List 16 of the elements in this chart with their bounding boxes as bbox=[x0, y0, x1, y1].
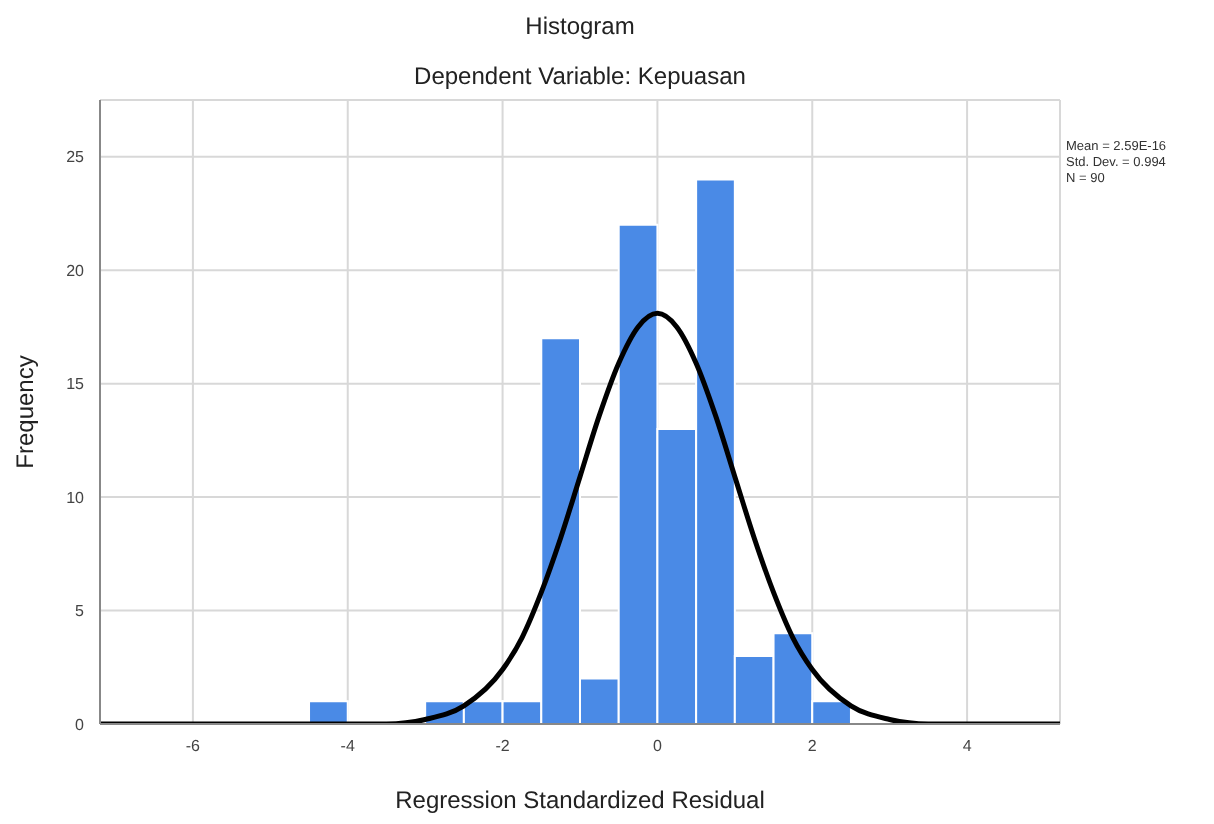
x-axis-title: Regression Standardized Residual bbox=[395, 786, 765, 814]
y-tick-label: 5 bbox=[75, 602, 86, 621]
chart-title: Histogram bbox=[523, 12, 637, 40]
x-tick-label: 4 bbox=[962, 737, 973, 756]
x-tick-label: -4 bbox=[340, 737, 356, 756]
y-tick-label: 20 bbox=[66, 261, 86, 280]
y-tick-label: 25 bbox=[66, 148, 86, 167]
y-tick-label: 0 bbox=[75, 715, 86, 734]
chart-subtitle: Dependent Variable: Kepuasan bbox=[412, 62, 748, 90]
x-tick-label: 2 bbox=[807, 737, 818, 756]
x-tick-label: 0 bbox=[652, 737, 663, 756]
y-tick-label: 10 bbox=[66, 488, 86, 507]
y-axis-title: Frequency bbox=[10, 355, 39, 469]
x-tick-label: -2 bbox=[495, 737, 511, 756]
x-tick-label: -6 bbox=[185, 737, 202, 756]
y-tick-label: 15 bbox=[66, 375, 86, 394]
